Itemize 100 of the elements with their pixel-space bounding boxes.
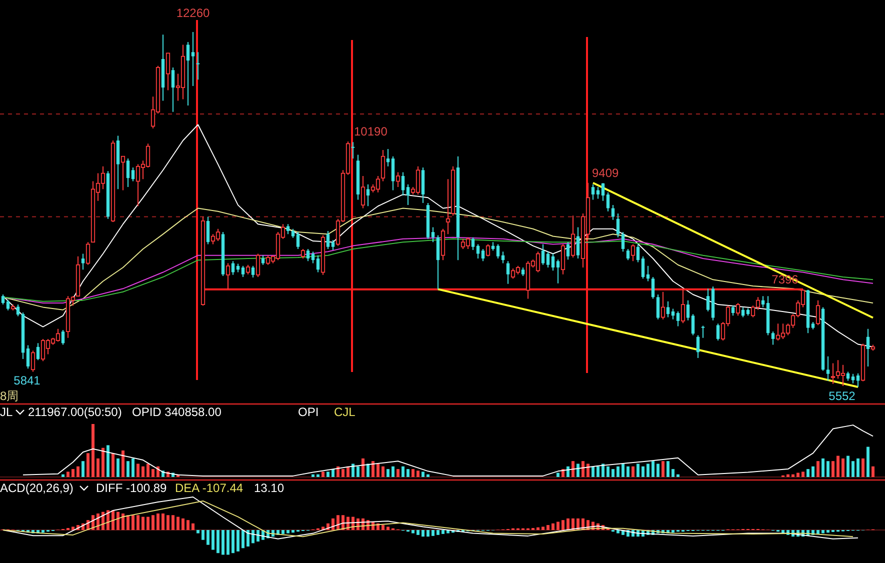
candlestick [436,234,440,290]
bar [372,461,374,477]
bar [792,474,794,477]
bar [256,530,260,542]
candlestick [816,300,820,326]
candlestick [226,262,230,290]
text: DIFF -100.89 [96,481,168,495]
candlestick [396,172,400,188]
bar [282,530,284,534]
bar [572,518,574,530]
bar [62,474,64,477]
candlestick [691,314,695,336]
bar [382,525,384,530]
bar [122,450,124,477]
candlestick [506,260,510,284]
text: DEA -107.44 [175,481,244,495]
candlestick [206,216,210,245]
candlestick [611,204,615,220]
bar [376,464,380,477]
annotation: 9409 [592,166,620,180]
bar [126,515,130,530]
bar [826,461,830,477]
bar [556,472,560,477]
candlestick [186,42,190,106]
bar [866,446,870,477]
bar [392,466,394,477]
bar [672,530,674,533]
bar [232,530,234,554]
bar [142,516,144,530]
bar [842,458,844,477]
bar [542,526,544,530]
bar [426,530,430,537]
candlestick [706,288,710,312]
bar [872,466,874,477]
bar [386,526,390,530]
text: 211967.00(50:50) [28,405,122,419]
candlestick [486,244,490,257]
bar [136,515,140,530]
candlestick [630,244,636,262]
annotation: 5841 [14,374,41,388]
text: 13.10 [254,481,284,495]
candlestick [366,184,370,207]
bar [622,464,624,477]
bar [816,530,820,534]
bar [96,458,100,477]
bar [112,453,114,477]
bar [556,522,560,530]
bar [602,464,604,477]
bar [672,469,674,477]
bar [352,464,354,477]
candlestick [496,244,500,260]
candlestick [171,66,175,112]
candlestick [736,302,740,316]
text: 8周 [0,389,19,403]
candlestick [391,156,395,191]
bar [226,530,230,555]
bar [852,461,854,477]
candlestick [856,372,860,388]
candlestick [360,175,366,209]
bar [206,530,210,545]
candlestick [656,294,660,320]
candlestick [126,158,130,188]
bar [132,458,134,477]
bar [416,530,420,535]
bar [42,530,44,533]
bar [72,469,74,477]
candlestick [231,260,235,276]
candlestick [596,186,600,200]
bar [182,518,184,530]
candlestick [826,356,830,382]
candlestick [256,253,260,278]
bar [426,474,430,477]
candlestick [680,288,686,324]
bar [616,466,620,477]
bar [386,469,390,477]
candlestick [30,350,36,372]
bar [422,472,424,477]
bar [132,515,134,530]
text: 12260 [176,6,210,20]
candlestick [61,329,65,346]
candlestick [481,248,485,262]
candlestick [556,259,560,284]
candlestick [636,244,640,263]
candlestick [380,150,386,182]
bar [626,466,630,477]
candlestick [560,244,566,275]
candlestick [541,244,545,266]
bar [72,526,74,530]
candlestick [16,304,20,317]
bar [802,472,804,477]
candlestick [606,192,610,212]
bar [126,461,130,477]
candlestick [601,182,605,202]
bar [822,458,824,477]
candlestick [286,224,290,235]
bar [152,515,154,530]
bar [252,530,254,544]
bar [796,472,800,477]
bar [652,461,654,477]
bar [216,530,220,554]
